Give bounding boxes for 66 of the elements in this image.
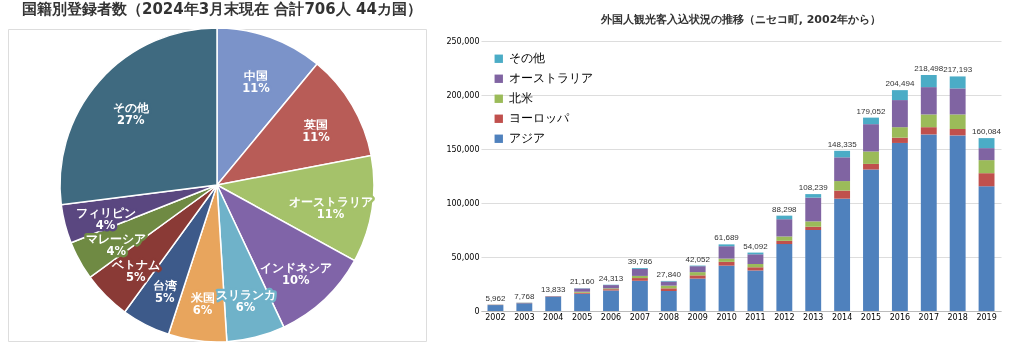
legend-label: オーストラリア [508, 70, 593, 85]
y-tick-label: 150,000 [446, 144, 480, 154]
total-label: 61,689 [714, 233, 740, 243]
x-tick-label: 2019 [976, 312, 997, 322]
x-tick-label: 2002 [485, 312, 506, 322]
data-label: 11% [302, 130, 331, 145]
x-tick-label: 2018 [947, 312, 968, 322]
chart-title: 外国人観光客入込状況の推移（ニセコ町, 2002年から） [599, 13, 882, 26]
total-label: 27,840 [656, 269, 682, 279]
total-label: 148,335 [827, 139, 858, 149]
legend-label: その他 [508, 50, 545, 65]
total-label: 42,052 [685, 254, 711, 264]
y-tick-label: 100,000 [446, 198, 480, 208]
total-label: 204,494 [885, 79, 915, 89]
slice-label: 米国 [189, 291, 215, 306]
slice-label: インドネシア [259, 260, 332, 275]
x-tick-label: 2013 [803, 312, 824, 322]
legend-label: 北米 [508, 90, 533, 105]
x-tick-label: 2008 [658, 312, 679, 322]
data-label: 11% [242, 80, 271, 95]
data-label: 6% [192, 303, 213, 318]
data-label: 4% [95, 217, 116, 232]
x-tick-label: 2017 [918, 312, 939, 322]
x-tick-label: 2007 [629, 312, 651, 322]
slice-label: 英国 [302, 118, 328, 133]
y-tick-label: 250,000 [446, 36, 480, 46]
total-label: 21,160 [569, 277, 595, 287]
data-label: 10% [281, 272, 310, 287]
chart-title: 国籍別登録者数（2024年3月末現在 合計706人 44カ国） [22, 0, 422, 18]
total-label: 7,768 [514, 291, 535, 301]
data-label: 4% [106, 244, 127, 259]
x-tick-label: 2009 [687, 312, 708, 322]
slice-label: フィリピン [75, 205, 136, 220]
x-tick-label: 2005 [571, 312, 593, 322]
y-tick-label: 200,000 [446, 90, 480, 100]
x-tick-label: 2016 [889, 312, 911, 322]
data-label: 6% [235, 300, 256, 315]
x-tick-label: 2004 [543, 312, 564, 322]
slice-label: オーストラリア [288, 194, 373, 209]
total-label: 39,786 [627, 257, 653, 267]
total-label: 13,833 [540, 285, 567, 295]
total-label: 217,193 [943, 65, 973, 75]
legend-label: ヨーロッパ [508, 110, 570, 125]
y-tick-label: 50,000 [451, 252, 480, 262]
total-label: 88,298 [772, 204, 798, 214]
x-tick-label: 2011 [745, 312, 766, 322]
total-label: 54,092 [743, 241, 769, 251]
x-tick-label: 2010 [716, 312, 737, 322]
data-label: 11% [316, 206, 345, 221]
data-label: 5% [125, 270, 146, 285]
legend-label: アジア [508, 130, 545, 145]
data-label: 5% [155, 291, 176, 306]
total-label: 24,313 [598, 273, 624, 283]
total-label: 160,084 [972, 127, 1002, 137]
slice-label: 中国 [243, 68, 268, 83]
slice-label: 台湾 [152, 279, 177, 294]
total-label: 179,052 [856, 106, 887, 116]
x-tick-label: 2006 [600, 312, 622, 322]
y-tick-label: 0 [474, 306, 480, 316]
x-tick-label: 2012 [774, 312, 795, 322]
x-tick-label: 2015 [860, 312, 882, 322]
x-tick-label: 2003 [514, 312, 535, 322]
total-label: 5,962 [485, 293, 506, 303]
x-tick-label: 2014 [831, 312, 853, 322]
total-label: 108,239 [798, 183, 829, 193]
total-label: 218,498 [914, 64, 944, 74]
